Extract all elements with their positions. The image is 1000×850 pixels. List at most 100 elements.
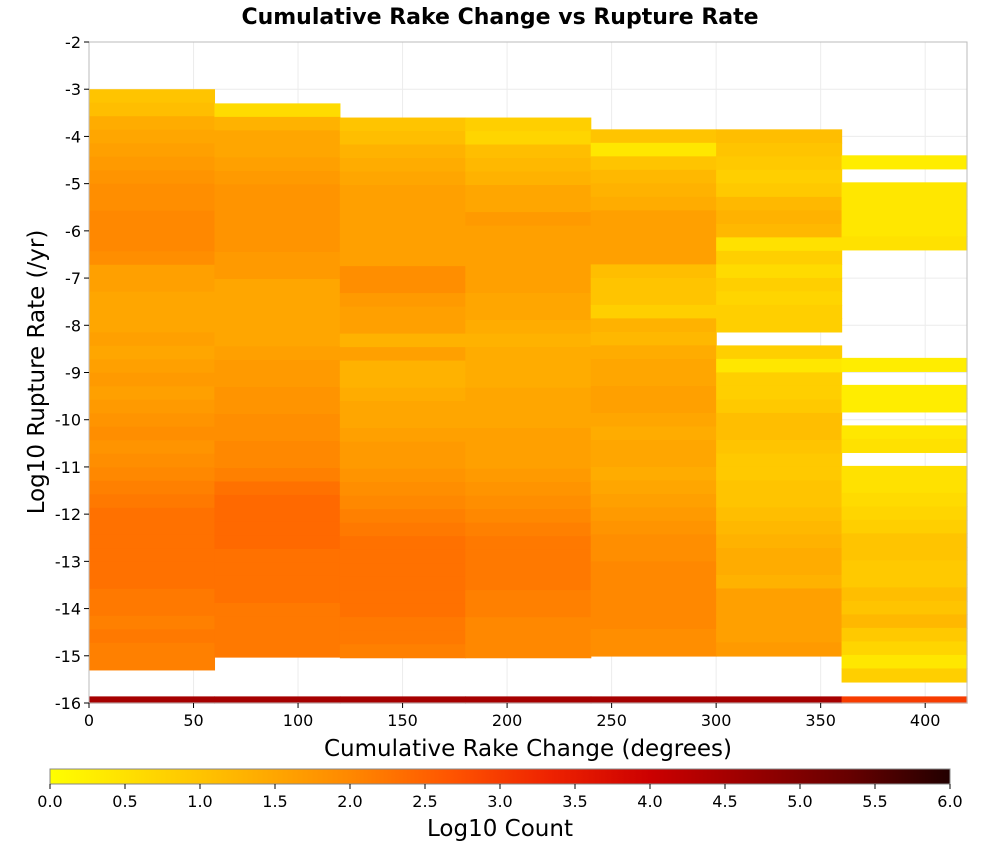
x-tick-label: 300 xyxy=(701,711,732,730)
x-tick-label: 200 xyxy=(492,711,523,730)
heatmap-cell xyxy=(716,601,843,617)
heatmap-cell xyxy=(214,454,341,469)
heatmap-cell xyxy=(716,250,843,265)
heatmap-cell xyxy=(716,547,843,563)
heatmap-cell xyxy=(89,291,216,306)
colorbar-tick-label: 1.5 xyxy=(262,792,287,811)
heatmap-cell xyxy=(214,696,341,704)
heatmap-cell xyxy=(214,170,341,185)
heatmap-cell xyxy=(465,198,592,213)
heatmap-cell xyxy=(716,210,843,225)
heatmap-cell xyxy=(214,440,341,456)
heatmap-cell xyxy=(339,144,466,159)
heatmap-cell xyxy=(89,332,216,347)
colorbar-tick-label: 4.5 xyxy=(712,792,737,811)
heatmap-cells xyxy=(89,89,968,704)
heatmap-cell xyxy=(716,642,843,657)
heatmap-cell xyxy=(590,466,717,482)
heatmap-cell xyxy=(339,306,466,321)
heatmap-cell xyxy=(590,399,717,414)
heatmap-cell xyxy=(89,170,216,185)
heatmap-cell xyxy=(214,467,341,483)
heatmap-cell xyxy=(214,603,341,618)
heatmap-cell xyxy=(339,428,466,443)
heatmap-cell xyxy=(214,413,341,429)
heatmap-cell xyxy=(89,399,216,414)
heatmap-cell xyxy=(339,696,466,704)
heatmap-cell xyxy=(89,629,216,644)
heatmap-cell xyxy=(339,239,466,254)
heatmap-cell xyxy=(716,493,843,509)
heatmap-cell xyxy=(89,507,216,522)
heatmap-cell xyxy=(841,222,968,237)
heatmap-cell xyxy=(590,561,717,576)
heatmap-cell xyxy=(841,533,968,548)
heatmap-cell xyxy=(716,696,843,704)
y-tick-label: -10 xyxy=(55,411,81,430)
heatmap-cell xyxy=(465,374,592,389)
heatmap-cell xyxy=(465,603,592,618)
heatmap-cell xyxy=(590,426,717,441)
heatmap-cell xyxy=(89,615,216,630)
heatmap-cell xyxy=(465,630,592,645)
heatmap-cell xyxy=(339,333,466,348)
y-tick-label: -2 xyxy=(65,33,81,52)
heatmap-cell xyxy=(214,508,341,523)
heatmap-cell xyxy=(716,345,843,360)
heatmap-cell xyxy=(716,480,843,495)
heatmap-cell xyxy=(214,616,341,631)
x-axis-ticks: 0 50 100 150 200 250 300 350 400 xyxy=(84,703,940,730)
heatmap-cell xyxy=(590,142,717,157)
heatmap-cell xyxy=(841,573,968,589)
heatmap-cell xyxy=(465,563,592,578)
heatmap-cell xyxy=(716,628,843,644)
heatmap-cell xyxy=(89,521,216,536)
heatmap-cell xyxy=(716,615,843,630)
heatmap-cell xyxy=(339,171,466,186)
heatmap-cell xyxy=(214,332,341,348)
heatmap-cell xyxy=(590,277,717,292)
heatmap-cell xyxy=(214,589,341,604)
heatmap-cell xyxy=(465,536,592,551)
heatmap-cell xyxy=(339,212,466,227)
heatmap-cell xyxy=(89,372,216,387)
heatmap-cell xyxy=(841,560,968,575)
heatmap-cell xyxy=(339,563,466,578)
heatmap-cell xyxy=(89,696,216,704)
y-tick-label: -8 xyxy=(65,316,81,335)
heatmap-cell xyxy=(339,549,466,564)
heatmap-cell xyxy=(590,615,717,630)
heatmap-cell xyxy=(465,252,592,267)
heatmap-cell xyxy=(89,413,216,428)
heatmap-cell xyxy=(339,603,466,618)
heatmap-cell xyxy=(89,116,216,131)
heatmap-cell xyxy=(465,414,592,429)
heatmap-cell xyxy=(590,237,717,252)
heatmap-cell xyxy=(590,601,717,617)
heatmap-cell xyxy=(339,630,466,645)
heatmap-cell xyxy=(590,493,717,509)
heatmap-cell xyxy=(590,696,717,704)
heatmap-cell xyxy=(89,561,216,576)
heatmap-cell xyxy=(465,495,592,510)
y-tick-label: -7 xyxy=(65,269,81,288)
heatmap-cell xyxy=(89,453,216,468)
heatmap-cell xyxy=(841,357,968,372)
heatmap-cell xyxy=(465,239,592,254)
heatmap-cell xyxy=(214,400,341,415)
heatmap-cell xyxy=(841,614,968,629)
colorbar-tick-label: 5.0 xyxy=(787,792,812,811)
heatmap-cell xyxy=(841,668,968,683)
heatmap-cell xyxy=(214,143,341,158)
heatmap-cell xyxy=(465,455,592,470)
y-axis-ticks: -2 -3 -4 -5 -6 -7 -8 -9 -10 -11 -12 -13 -14 -15 -16 xyxy=(55,33,89,713)
heatmap-cell xyxy=(214,575,341,591)
heatmap-cell xyxy=(465,347,592,362)
heatmap-cell xyxy=(89,656,216,671)
heatmap-cell xyxy=(716,385,843,401)
colorbar xyxy=(49,768,951,785)
y-tick-label: -4 xyxy=(65,127,81,146)
y-tick-label: -5 xyxy=(65,175,81,194)
heatmap-cell xyxy=(214,116,341,131)
